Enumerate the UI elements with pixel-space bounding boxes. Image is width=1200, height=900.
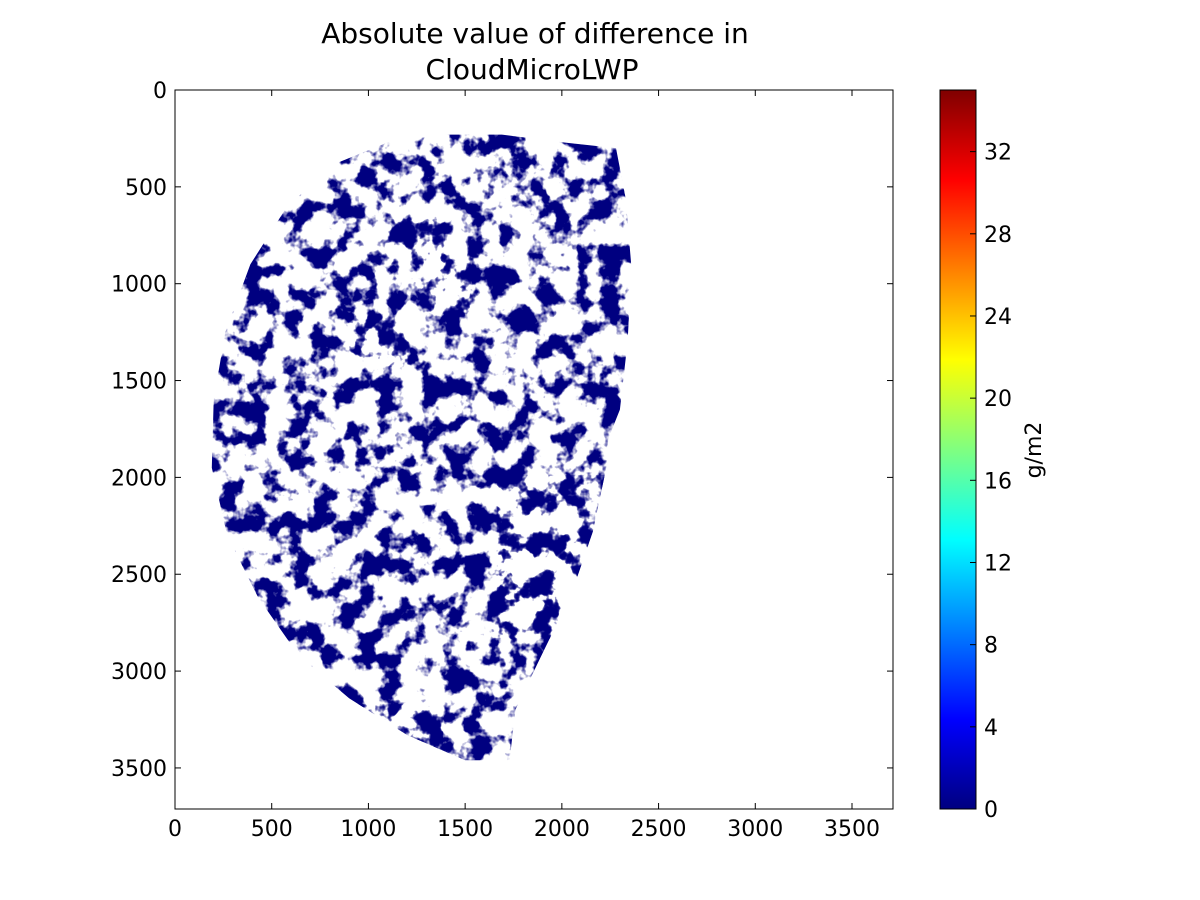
colorbar-tick-label: 0 xyxy=(984,798,998,823)
x-tick-label: 500 xyxy=(251,817,293,842)
colorbar-tick-label: 8 xyxy=(984,634,998,659)
x-tick-label: 2500 xyxy=(631,817,687,842)
x-tick-label: 0 xyxy=(168,817,182,842)
chart-title-line-2: CloudMicroLWP xyxy=(426,53,639,86)
colorbar-tick-label: 4 xyxy=(984,716,998,741)
x-axis: 0 500 1000 1500 2000 2500 3000 3500 xyxy=(168,90,880,842)
y-tick-label: 3500 xyxy=(111,757,167,782)
heatmap-region xyxy=(348,316,409,367)
heatmap-region xyxy=(492,548,573,639)
colorbar-label: g/m2 xyxy=(1022,422,1047,479)
y-tick-label: 2500 xyxy=(111,563,167,588)
colorbar-tick-label: 20 xyxy=(984,387,1012,412)
plot-area xyxy=(174,89,894,810)
y-tick-label: 0 xyxy=(153,79,167,104)
y-tick-label: 3000 xyxy=(111,660,167,685)
colorbar-gradient xyxy=(939,89,977,810)
chart-title-line-1: Absolute value of difference in xyxy=(321,17,749,50)
x-tick-label: 2000 xyxy=(534,817,590,842)
colorbar-tick-label: 16 xyxy=(984,469,1012,494)
colorbar-tick-label: 12 xyxy=(984,551,1012,576)
x-tick-label: 3500 xyxy=(824,817,880,842)
colorbar-tick-label: 24 xyxy=(984,305,1012,330)
y-tick-label: 1000 xyxy=(111,273,167,298)
y-tick-label: 1500 xyxy=(111,370,167,395)
colorbar-ticks: 0 4 8 12 16 20 24 28 32 xyxy=(970,141,1012,823)
colorbar: 0 4 8 12 16 20 24 28 32 g/m2 xyxy=(939,89,1047,823)
colorbar-tick-label: 32 xyxy=(984,141,1012,166)
heatmap-region xyxy=(388,219,445,264)
x-tick-label: 3000 xyxy=(727,817,783,842)
heatmap-region xyxy=(420,253,471,314)
colorbar-tick-label: 28 xyxy=(984,223,1012,248)
x-tick-label: 1000 xyxy=(340,817,396,842)
y-axis: 0 500 1000 1500 2000 2500 3000 3500 xyxy=(111,79,893,782)
y-tick-label: 500 xyxy=(125,176,167,201)
x-tick-label: 1500 xyxy=(437,817,493,842)
y-tick-label: 2000 xyxy=(111,466,167,491)
plot-frame xyxy=(174,89,894,810)
